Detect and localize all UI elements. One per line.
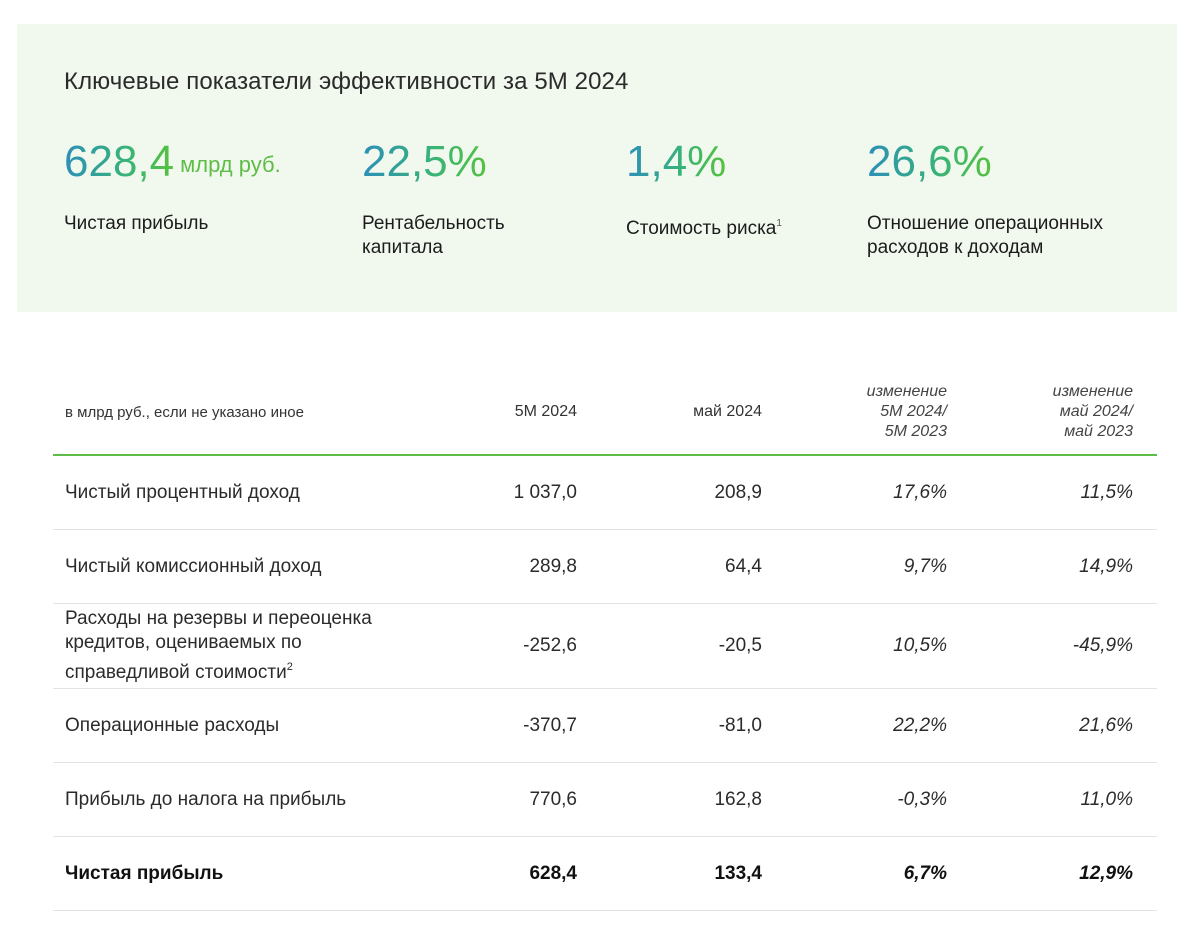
cell-may-2024: 64,4 bbox=[601, 529, 786, 604]
kpi-label: Отношение операционных расходов к дохода… bbox=[867, 213, 1104, 258]
cell-may-2024: 162,8 bbox=[601, 762, 786, 837]
cell-may-2024: 133,4 bbox=[601, 836, 786, 911]
kpi-value: 22,5% bbox=[362, 137, 487, 186]
cell-5m-2024: 289,8 bbox=[433, 529, 601, 604]
kpi-roe: 22,5% Рентабельность капитала bbox=[362, 136, 582, 260]
cell-may-2024: 208,9 bbox=[601, 455, 786, 530]
kpi-net-profit: 628,4 млрд руб. Чистая прибыль bbox=[64, 136, 281, 236]
kpi-label: Стоимость риска1 bbox=[626, 212, 782, 241]
kpi-cost-income: 26,6% Отношение операционных расходов к … bbox=[867, 136, 1157, 260]
cell-may-2024: -20,5 bbox=[601, 603, 786, 689]
kpi-label: Рентабельность капитала bbox=[362, 213, 505, 258]
row-label: Расходы на резервы и переоценка кредитов… bbox=[53, 603, 433, 689]
cell-change-may: 12,9% bbox=[971, 836, 1157, 911]
header-change-5m: изменение 5M 2024/ 5M 2023 bbox=[866, 383, 947, 440]
cell-change-5m: -0,3% bbox=[786, 762, 971, 837]
cell-change-may: 11,0% bbox=[971, 762, 1157, 837]
row-label: Прибыль до налога на прибыль bbox=[53, 762, 433, 837]
row-label: Операционные расходы bbox=[53, 688, 433, 763]
cell-change-5m: 17,6% bbox=[786, 455, 971, 530]
row-label: Чистая прибыль bbox=[53, 836, 433, 911]
footnote-marker: 1 bbox=[776, 218, 782, 229]
cell-5m-2024: 628,4 bbox=[433, 836, 601, 911]
table-row: Операционные расходы -370,7 -81,0 22,2% … bbox=[53, 688, 1157, 763]
cell-5m-2024: 770,6 bbox=[433, 762, 601, 837]
cell-change-may: 21,6% bbox=[971, 688, 1157, 763]
header-units: в млрд руб., если не указано иное bbox=[65, 403, 304, 421]
header-5m-2024: 5M 2024 bbox=[514, 403, 577, 420]
financial-table: в млрд руб., если не указано иное 5M 202… bbox=[53, 370, 1157, 911]
cell-change-5m: 22,2% bbox=[786, 688, 971, 763]
table-row: Расходы на резервы и переоценка кредитов… bbox=[53, 603, 1157, 689]
kpi-value: 628,4 bbox=[64, 137, 175, 186]
header-change-may: изменение май 2024/ май 2023 bbox=[1052, 383, 1133, 440]
table-row-total: Чистая прибыль 628,4 133,4 6,7% 12,9% bbox=[53, 836, 1157, 911]
kpi-value: 1,4% bbox=[626, 137, 727, 186]
cell-change-may: 14,9% bbox=[971, 529, 1157, 604]
cell-change-may: -45,9% bbox=[971, 603, 1157, 689]
cell-change-5m: 6,7% bbox=[786, 836, 971, 911]
cell-change-may: 11,5% bbox=[971, 455, 1157, 530]
kpi-panel: Ключевые показатели эффективности за 5M … bbox=[17, 24, 1177, 312]
table-header-row: в млрд руб., если не указано иное 5M 202… bbox=[53, 370, 1157, 455]
table-row: Чистый процентный доход 1 037,0 208,9 17… bbox=[53, 455, 1157, 530]
table-row: Прибыль до налога на прибыль 770,6 162,8… bbox=[53, 762, 1157, 837]
row-label: Чистый процентный доход bbox=[53, 455, 433, 530]
kpi-unit: млрд руб. bbox=[180, 152, 281, 177]
cell-5m-2024: 1 037,0 bbox=[433, 455, 601, 530]
cell-5m-2024: -370,7 bbox=[433, 688, 601, 763]
cell-change-5m: 9,7% bbox=[786, 529, 971, 604]
footnote-marker: 2 bbox=[286, 661, 293, 673]
table-row: Чистый комиссионный доход 289,8 64,4 9,7… bbox=[53, 529, 1157, 604]
kpi-label-text: Стоимость риска bbox=[626, 218, 777, 239]
cell-may-2024: -81,0 bbox=[601, 688, 786, 763]
kpi-value: 26,6% bbox=[867, 137, 992, 186]
row-label-text: Расходы на резервы и переоценка кредитов… bbox=[65, 608, 372, 683]
cell-5m-2024: -252,6 bbox=[433, 603, 601, 689]
cell-change-5m: 10,5% bbox=[786, 603, 971, 689]
row-label: Чистый комиссионный доход bbox=[53, 529, 433, 604]
kpi-title: Ключевые показатели эффективности за 5M … bbox=[64, 68, 629, 95]
kpi-cost-of-risk: 1,4% Стоимость риска1 bbox=[626, 136, 782, 241]
header-may-2024: май 2024 bbox=[693, 403, 762, 420]
kpi-label: Чистая прибыль bbox=[64, 213, 209, 234]
